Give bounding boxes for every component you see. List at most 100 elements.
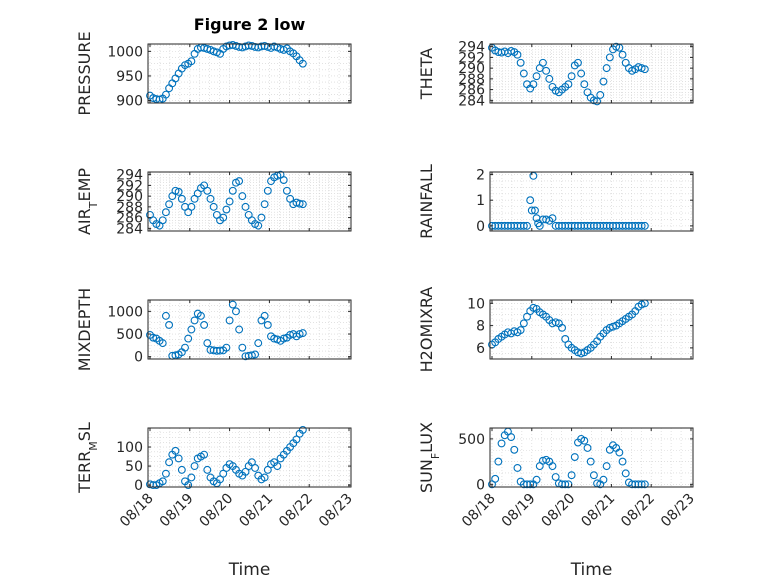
data-point	[519, 319, 528, 328]
x-tick-label: 08/21	[578, 491, 618, 531]
x-tick-label: 08/19	[157, 491, 197, 531]
data-point	[519, 221, 528, 230]
data-point	[165, 458, 174, 467]
data-point	[538, 58, 547, 67]
x-tick-label: 08/22	[276, 491, 316, 531]
data-point	[618, 50, 627, 59]
data-point	[567, 471, 576, 480]
data-point	[177, 194, 186, 203]
y-tick-label: 292	[116, 178, 143, 194]
mixdepth-axes: 0 500 1000 MIXDEPTH	[75, 288, 352, 371]
data-point	[615, 448, 624, 457]
data-point	[225, 316, 234, 325]
data-point	[570, 453, 579, 461]
data-point	[599, 475, 608, 484]
data-point	[545, 74, 554, 83]
plot-area	[148, 428, 351, 487]
data-point	[574, 58, 582, 67]
axes-box	[147, 43, 352, 104]
data-point	[235, 325, 244, 334]
data-point	[206, 194, 215, 203]
chart-title: Figure 2 low	[194, 15, 306, 34]
data-point	[599, 77, 608, 86]
data-point	[174, 454, 183, 463]
y-tick-label: 284	[116, 221, 143, 237]
y-axis-label: THETA	[417, 48, 436, 100]
axes-box	[489, 171, 694, 232]
data-point	[510, 445, 519, 454]
data-point	[228, 300, 237, 309]
y-tick-label: 10	[467, 296, 485, 312]
data-point	[263, 321, 272, 329]
data-point	[187, 57, 196, 66]
data-point	[225, 197, 234, 206]
y-tick-label: 950	[116, 69, 143, 85]
data-point	[251, 464, 260, 472]
data-point	[279, 334, 288, 343]
data-point	[593, 97, 602, 106]
data-point	[161, 90, 170, 99]
data-point	[187, 202, 196, 211]
y-axis-label: AIRTEMP	[75, 168, 100, 235]
data-point	[165, 200, 174, 209]
data-point	[203, 465, 212, 474]
data-point	[273, 462, 282, 471]
data-point	[161, 469, 170, 478]
y-tick-label: 288	[116, 200, 143, 216]
data-point	[149, 333, 158, 342]
data-point	[586, 457, 595, 466]
data-point	[263, 186, 272, 195]
data-point	[200, 450, 209, 459]
data-point	[219, 213, 228, 222]
pressure-axes: 900 950 1000 PRESSURE Figure 2 low	[75, 15, 352, 116]
data-point	[190, 316, 199, 325]
data-point	[187, 473, 196, 482]
data-point	[497, 439, 506, 448]
x-tick-label: 08/20	[197, 491, 237, 531]
data-point	[260, 311, 269, 320]
data-point	[513, 463, 522, 472]
data-point	[298, 329, 307, 338]
data-point	[491, 474, 500, 483]
y-tick-label: 2	[476, 168, 485, 184]
data-point	[551, 473, 560, 481]
data-point	[222, 205, 231, 214]
y-tick-label: 286	[458, 83, 485, 99]
data-point	[238, 343, 247, 352]
y-axis-label: MIXDEPTH	[75, 288, 94, 371]
y-tick-label: 6	[476, 341, 485, 357]
data-point	[161, 208, 170, 217]
y-tick-label: 500	[458, 432, 485, 448]
y-tick-label: 1	[476, 193, 485, 209]
data-point	[602, 64, 611, 73]
data-point	[596, 91, 605, 99]
data-point	[184, 334, 193, 343]
data-point	[209, 202, 218, 211]
x-tick-label: 08/22	[618, 491, 658, 531]
y-tick-label: 290	[116, 189, 143, 205]
data-point	[558, 323, 566, 332]
data-point	[527, 206, 536, 215]
y-axis-label: RAINFALL	[417, 164, 436, 239]
x-axis-label: Time	[228, 560, 271, 580]
x-tick-label: 08/20	[539, 491, 579, 531]
data-point	[158, 339, 167, 348]
y-tick-label: 290	[458, 61, 485, 77]
data-point	[640, 221, 649, 230]
data-point	[602, 462, 611, 471]
data-point	[203, 186, 212, 195]
data-point	[605, 53, 614, 62]
data-point	[235, 177, 244, 186]
data-point	[516, 58, 525, 67]
data-point	[298, 59, 307, 68]
data-point	[577, 69, 586, 78]
data-point	[494, 457, 503, 466]
axes-box	[489, 427, 694, 488]
data-point	[567, 72, 576, 81]
data-point	[158, 477, 167, 486]
y-tick-label: 0	[134, 478, 143, 494]
plot-area	[148, 300, 351, 359]
data-point	[640, 65, 649, 74]
